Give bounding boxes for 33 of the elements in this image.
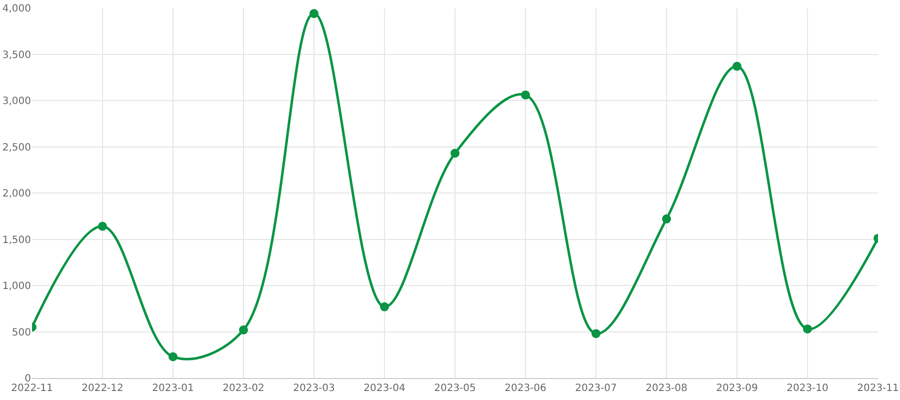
y-tick-label: 3,000 <box>2 96 31 107</box>
y-tick-label: 1,500 <box>2 234 31 246</box>
point <box>380 302 389 312</box>
y-tick-label: 1,000 <box>2 281 31 292</box>
point <box>803 324 812 334</box>
y-tick-label: 4,000 <box>2 4 31 14</box>
point <box>98 222 107 231</box>
point <box>732 62 742 71</box>
x-tick-label: 2023-01 <box>152 383 194 394</box>
x-tick-label: 2023-10 <box>786 383 828 394</box>
point <box>168 352 178 362</box>
point <box>592 329 600 338</box>
x-tick-label: 2023-04 <box>364 383 406 394</box>
x-tick-label: 2023-07 <box>575 383 617 394</box>
y-tick-label: 2,500 <box>2 142 31 154</box>
x-tick-label: 2023-06 <box>504 383 546 394</box>
point <box>310 9 318 18</box>
x-tick-label: 2022-11 <box>11 383 53 394</box>
x-tick-label: 2023-02 <box>222 383 264 394</box>
x-tick-label: 2022-12 <box>82 383 124 394</box>
x-tick-label: 2023-05 <box>434 383 476 394</box>
x-tick-label: 2023-08 <box>646 383 688 394</box>
y-tick-label: 2,000 <box>2 188 31 200</box>
y-tick-label: 0 <box>24 374 31 384</box>
point <box>521 90 530 100</box>
point <box>239 325 248 334</box>
x-tick-label: 2023-03 <box>293 383 335 394</box>
x-tick-label: 2023-11 <box>857 383 899 394</box>
x-tick-label: 2023-09 <box>716 383 758 394</box>
y-tick-label: 500 <box>12 327 31 338</box>
y-tick-label: 3,500 <box>2 50 31 61</box>
point <box>662 214 671 224</box>
point <box>450 148 460 158</box>
